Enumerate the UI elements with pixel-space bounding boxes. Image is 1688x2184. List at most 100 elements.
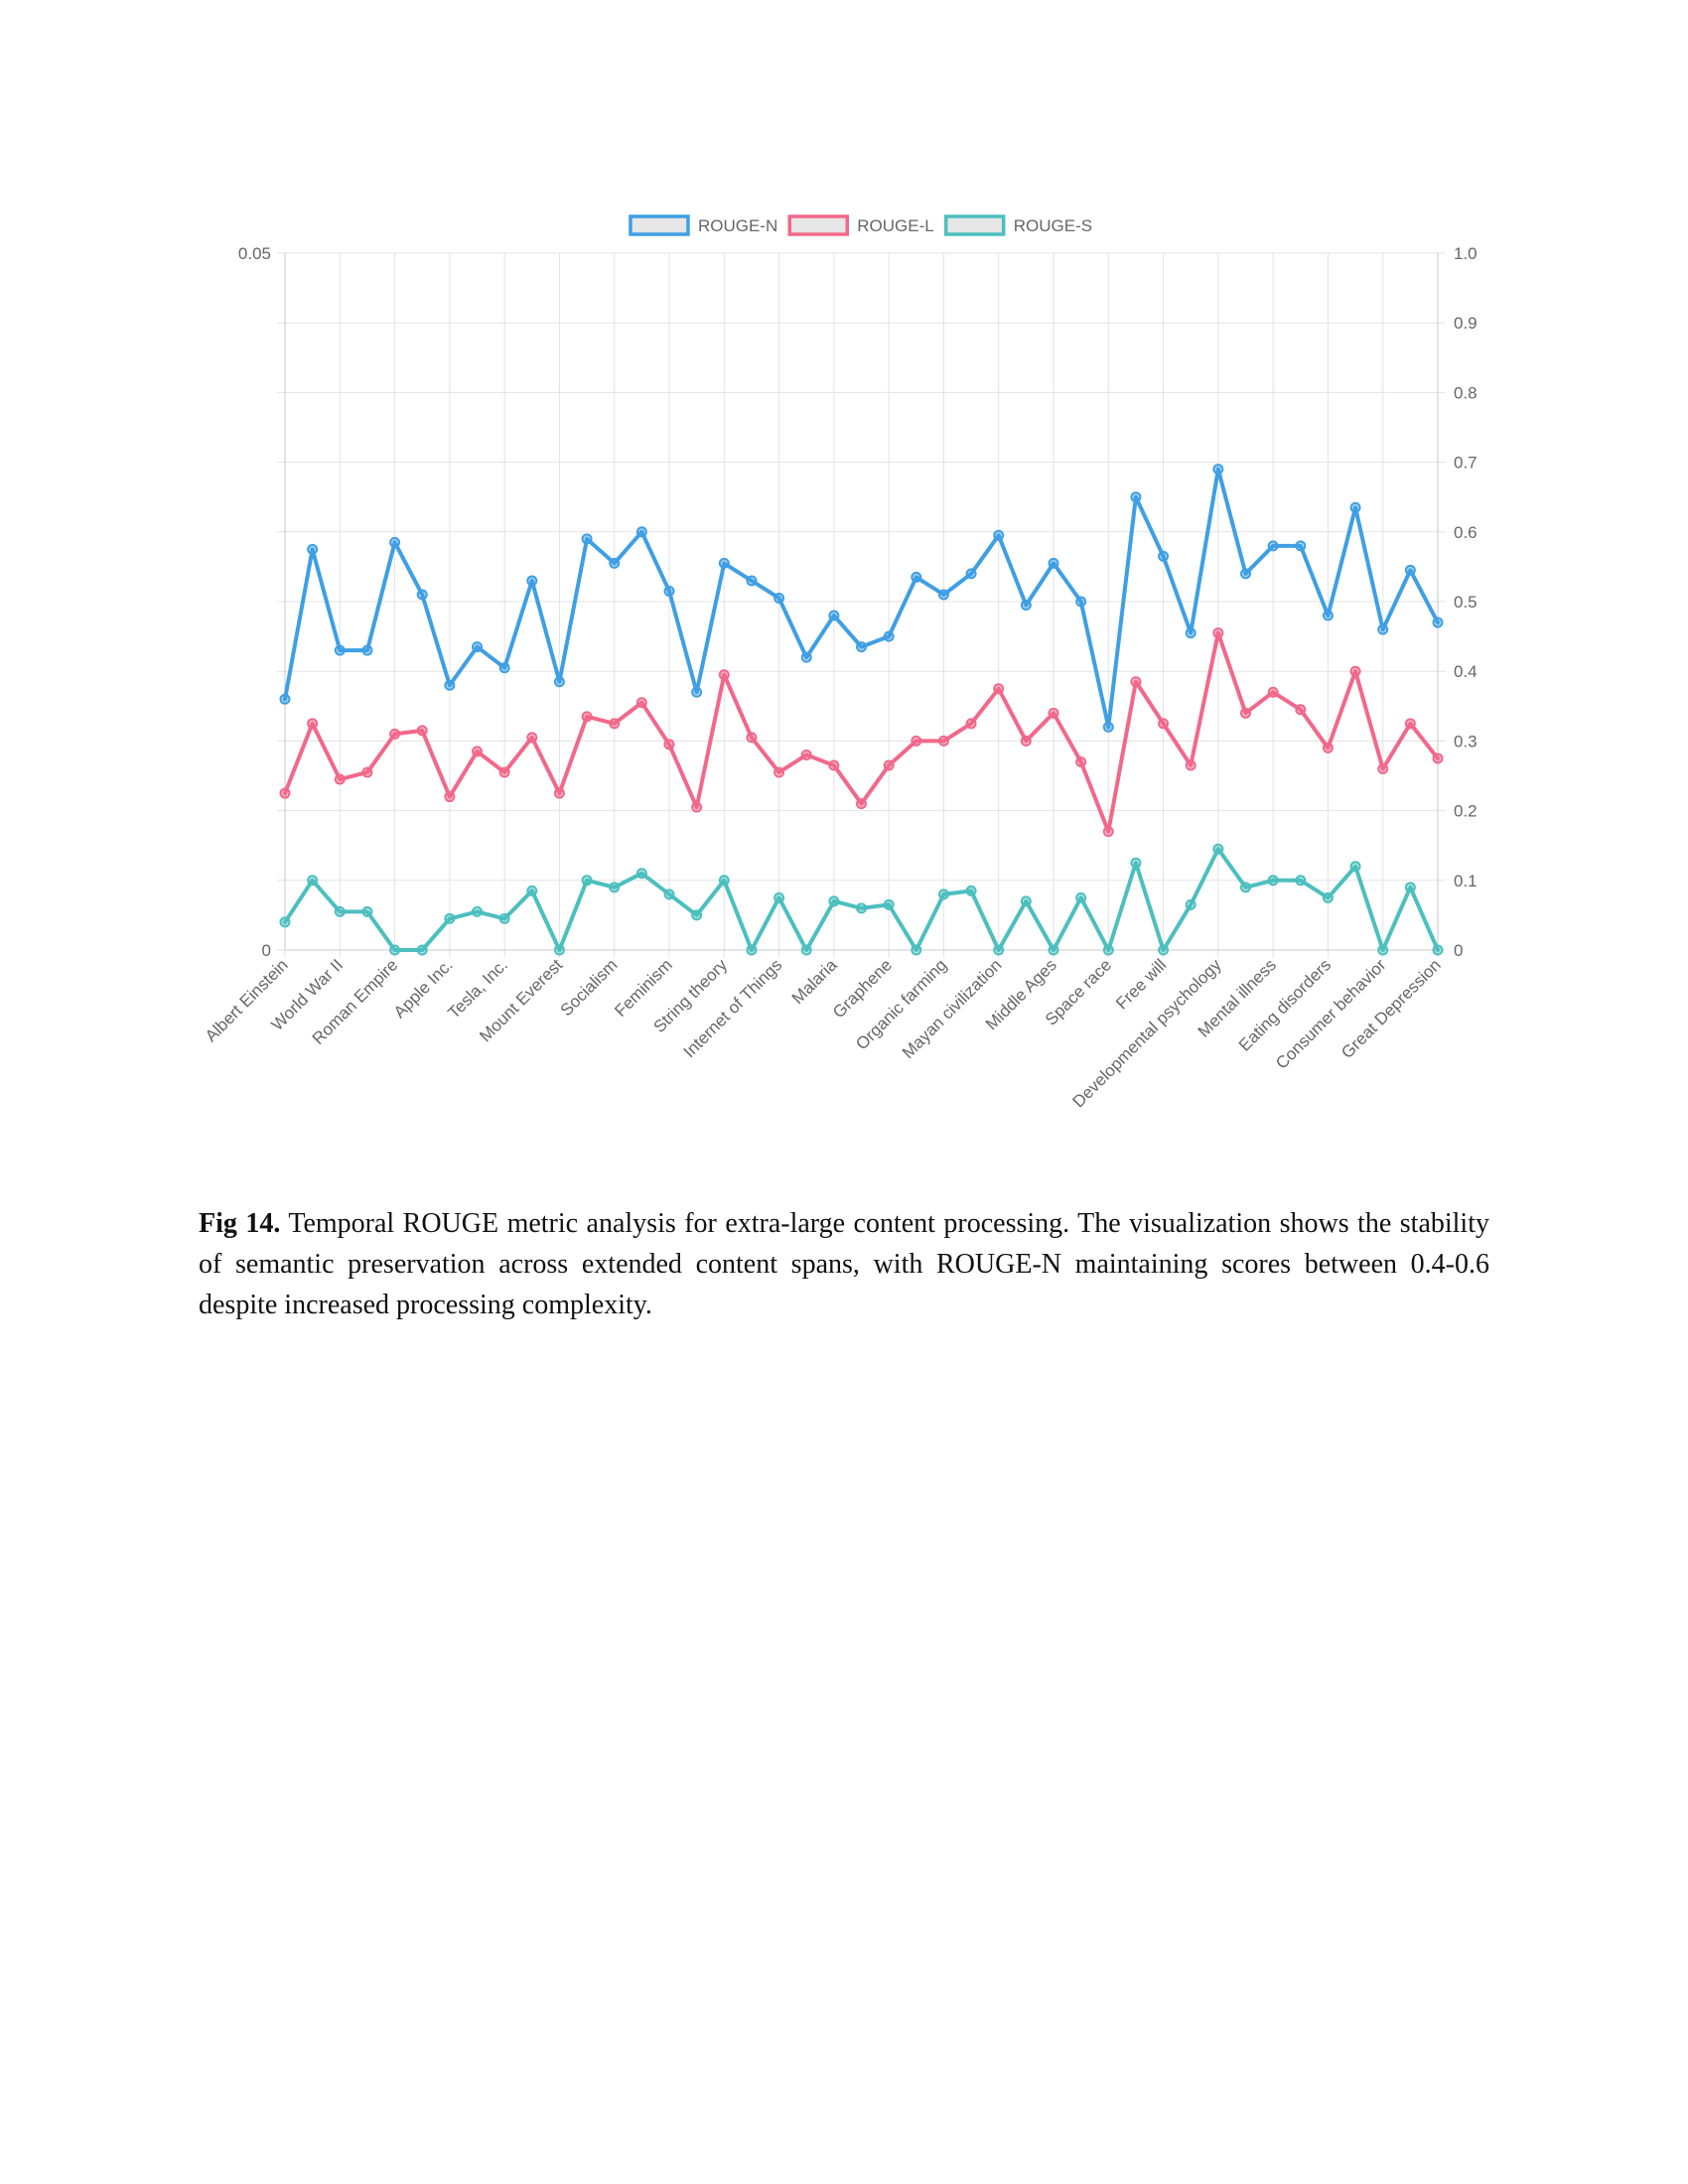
data-point xyxy=(800,749,812,760)
right-axis-tick-label: 0.6 xyxy=(1454,523,1477,542)
data-point xyxy=(444,679,456,691)
data-point xyxy=(993,683,1005,695)
data-point xyxy=(1212,464,1224,476)
data-point xyxy=(1322,891,1334,903)
data-point xyxy=(965,718,977,730)
data-point xyxy=(718,669,730,681)
data-point xyxy=(526,885,538,896)
data-point xyxy=(334,773,346,785)
data-point xyxy=(1432,752,1444,764)
data-point xyxy=(663,739,675,751)
data-point xyxy=(334,905,346,917)
series-rouge-n xyxy=(279,464,1444,733)
data-point xyxy=(1102,944,1114,956)
data-point xyxy=(635,868,647,880)
data-point xyxy=(553,676,565,688)
data-point xyxy=(1185,627,1196,639)
data-point xyxy=(800,944,812,956)
data-point xyxy=(1377,623,1389,635)
data-point xyxy=(937,888,949,900)
right-axis-tick-label: 0.3 xyxy=(1454,732,1477,751)
data-point xyxy=(1158,550,1170,562)
x-axis-tick-label: Socialism xyxy=(557,955,622,1020)
data-point xyxy=(635,697,647,709)
legend-label: ROUGE-L xyxy=(857,216,933,235)
data-point xyxy=(1185,898,1196,910)
data-point xyxy=(718,875,730,887)
figure-caption: Fig 14. Temporal ROUGE metric analysis f… xyxy=(199,1203,1489,1325)
data-point xyxy=(828,759,840,771)
data-point xyxy=(774,766,785,778)
data-point xyxy=(1322,610,1334,621)
data-point xyxy=(1377,762,1389,774)
data-point xyxy=(1349,665,1361,677)
legend-label: ROUGE-S xyxy=(1014,216,1092,235)
data-point xyxy=(581,533,593,545)
data-point xyxy=(1432,616,1444,628)
grid xyxy=(277,252,1446,958)
data-point xyxy=(1295,540,1307,552)
data-point xyxy=(1130,676,1142,688)
data-point xyxy=(883,898,895,910)
data-point xyxy=(1349,501,1361,513)
x-axis-tick-label: Eating disorders xyxy=(1235,955,1335,1054)
data-point xyxy=(800,651,812,663)
data-point xyxy=(937,589,949,601)
data-point xyxy=(389,728,401,740)
series-line xyxy=(283,630,1440,834)
right-axis-tick-label: 0 xyxy=(1454,941,1463,960)
data-point xyxy=(663,888,675,900)
data-point xyxy=(1240,882,1251,893)
right-axis-tick-label: 0.8 xyxy=(1454,383,1477,402)
data-point xyxy=(1267,875,1279,887)
data-point xyxy=(553,787,565,799)
data-point xyxy=(828,610,840,621)
data-point xyxy=(1404,564,1416,576)
data-point xyxy=(1322,742,1334,753)
data-point xyxy=(526,732,538,744)
data-point xyxy=(856,902,867,914)
right-axis-tick-label: 0.5 xyxy=(1454,593,1477,612)
left-axis-tick-label: 0 xyxy=(262,941,271,960)
legend-item: ROUGE-L xyxy=(787,214,934,236)
data-point xyxy=(1048,557,1059,569)
data-point xyxy=(1240,568,1251,580)
data-point xyxy=(307,543,319,555)
data-point xyxy=(911,735,922,747)
data-point xyxy=(774,891,785,903)
data-point xyxy=(911,571,922,583)
data-point xyxy=(1075,596,1087,608)
data-point xyxy=(389,944,401,956)
data-point xyxy=(416,944,428,956)
left-axis-tick-label: 0.05 xyxy=(238,244,271,263)
data-point xyxy=(416,589,428,601)
series xyxy=(279,464,1444,956)
data-point xyxy=(279,787,291,799)
data-point xyxy=(444,912,456,924)
data-point xyxy=(746,575,758,587)
data-point xyxy=(1020,735,1032,747)
data-point xyxy=(361,766,373,778)
data-point xyxy=(1130,857,1142,869)
right-axis-tick-label: 0.9 xyxy=(1454,314,1477,333)
data-point xyxy=(279,693,291,705)
axes: 1.00.90.80.70.60.50.40.30.20.100.050Albe… xyxy=(202,244,1477,1111)
legend: ROUGE-N ROUGE-L ROUGE-S xyxy=(629,214,1092,236)
data-point xyxy=(526,575,538,587)
data-point xyxy=(1020,895,1032,907)
data-point xyxy=(883,630,895,642)
data-point xyxy=(1075,891,1087,903)
line-chart-svg: 1.00.90.80.70.60.50.40.30.20.100.050Albe… xyxy=(202,214,1477,1111)
data-point xyxy=(581,875,593,887)
right-axis-tick-label: 1.0 xyxy=(1454,244,1477,263)
data-point xyxy=(635,526,647,538)
data-point xyxy=(472,746,483,757)
x-axis-tick-label: Great Depression xyxy=(1337,955,1445,1062)
data-point xyxy=(691,686,703,698)
data-point xyxy=(718,557,730,569)
data-point xyxy=(993,529,1005,541)
data-point xyxy=(307,875,319,887)
data-point xyxy=(828,895,840,907)
data-point xyxy=(1130,491,1142,503)
data-point xyxy=(1432,944,1444,956)
